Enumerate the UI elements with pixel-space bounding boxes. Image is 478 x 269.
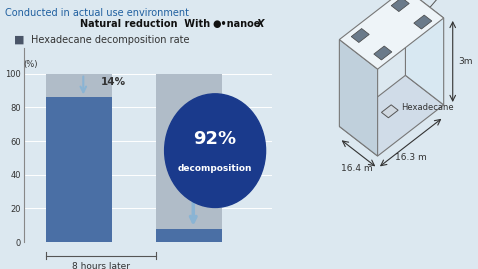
Polygon shape: [339, 40, 378, 156]
Text: (%): (%): [23, 60, 38, 69]
Text: ■: ■: [14, 35, 25, 45]
Text: 3m: 3m: [459, 57, 473, 66]
Polygon shape: [381, 105, 398, 118]
Bar: [156, 74, 222, 242]
Polygon shape: [351, 29, 369, 43]
Text: 4-way cassette: 4-way cassette: [408, 0, 478, 33]
Bar: [46, 74, 112, 242]
Text: Natural reduction  With: Natural reduction With: [80, 19, 217, 29]
Text: 16.4 m: 16.4 m: [341, 164, 372, 173]
Text: Hexadecane: Hexadecane: [401, 103, 454, 112]
Text: Hexadecane decomposition rate: Hexadecane decomposition rate: [31, 35, 190, 45]
Polygon shape: [405, 0, 444, 105]
Polygon shape: [339, 75, 444, 156]
Polygon shape: [391, 0, 409, 12]
Polygon shape: [339, 0, 444, 69]
Text: 92%: 92%: [194, 130, 237, 148]
Text: 8 hours later: 8 hours later: [72, 262, 130, 269]
Text: decomposition: decomposition: [178, 164, 252, 173]
Text: X: X: [256, 19, 264, 29]
Text: ●•nanoe: ●•nanoe: [213, 19, 261, 29]
Text: 16.3 m: 16.3 m: [395, 153, 426, 162]
Bar: [156, 229, 222, 242]
Bar: [46, 97, 112, 242]
Text: Conducted in actual use environment: Conducted in actual use environment: [5, 8, 189, 18]
Polygon shape: [414, 15, 432, 29]
Text: 14%: 14%: [101, 77, 126, 87]
Polygon shape: [374, 46, 392, 60]
Circle shape: [164, 94, 266, 207]
